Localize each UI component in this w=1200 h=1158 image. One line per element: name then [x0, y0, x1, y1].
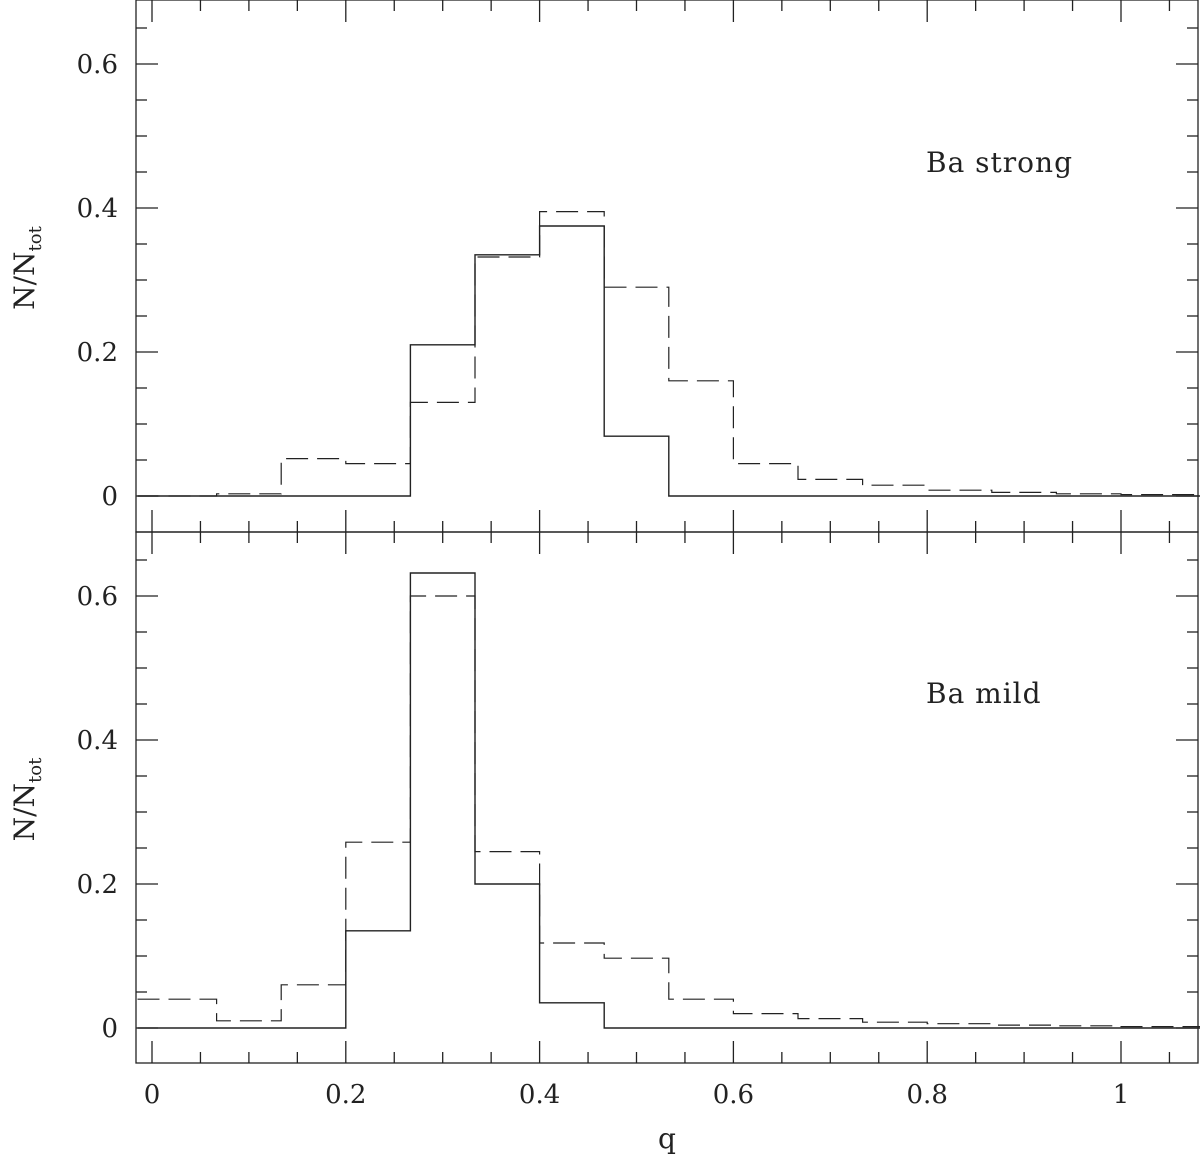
y-tick-label: 0 [101, 482, 118, 512]
solid-histogram-series [137, 225, 1200, 497]
x-tick-label: 1 [1113, 1080, 1130, 1110]
y-tick-label: 0.2 [77, 338, 118, 368]
dashed-histogram-series [137, 595, 1200, 1028]
y-axis-title: N/Ntot [8, 225, 46, 310]
solid-histogram-series [137, 572, 1200, 1029]
panel-annotation: Ba mild [926, 677, 1042, 710]
y-axis-title-main: N/N [8, 251, 41, 309]
y-axis-title-subscript: tot [25, 225, 46, 251]
dashed-histogram-series [137, 211, 1200, 497]
panel-annotation: Ba strong [926, 146, 1073, 179]
x-axis-title: q [658, 1122, 676, 1155]
y-tick-label: 0.6 [77, 582, 118, 612]
plot-frame [135, 0, 1199, 533]
y-axis-title-subscript: tot [25, 757, 46, 783]
top-panel: 0 0.2 0.4 0.6 N/Ntot Ba strong [8, 0, 1200, 533]
y-axis-title-main: N/N [8, 783, 41, 841]
y-axis-title: N/Ntot [8, 757, 46, 842]
x-tick-label: 0.8 [907, 1080, 948, 1110]
y-tick-label: 0 [101, 1014, 118, 1044]
x-tick-label: 0 [144, 1080, 161, 1110]
y-tick-label: 0.4 [77, 194, 118, 224]
x-tick-label: 0.4 [519, 1080, 560, 1110]
y-tick-label: 0.6 [77, 50, 118, 80]
plot-frame [135, 531, 1199, 1064]
bottom-panel: 0 0.2 0.4 0.6 0 0.2 0.4 0.6 0.8 1 q N/Ntot Ba mild [8, 531, 1200, 1155]
y-tick-label: 0.2 [77, 870, 118, 900]
x-tick-label: 0.6 [713, 1080, 754, 1110]
y-tick-label: 0.4 [77, 726, 118, 756]
x-tick-label: 0.2 [325, 1080, 366, 1110]
